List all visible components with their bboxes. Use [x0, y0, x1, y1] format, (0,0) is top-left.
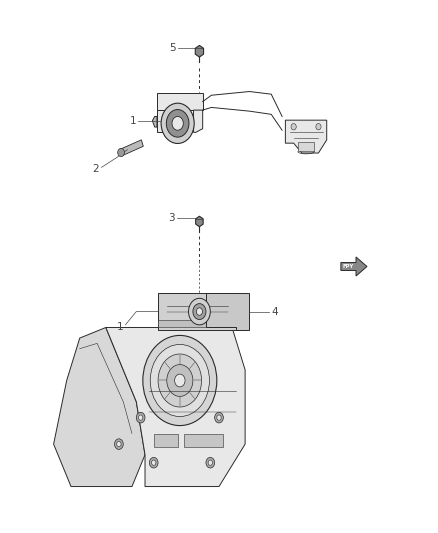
Circle shape	[166, 110, 189, 137]
Polygon shape	[206, 293, 250, 330]
Circle shape	[188, 298, 210, 325]
Circle shape	[193, 304, 206, 319]
Polygon shape	[196, 216, 203, 227]
Circle shape	[143, 335, 217, 425]
Text: 5: 5	[169, 43, 176, 53]
Polygon shape	[341, 257, 367, 276]
Circle shape	[208, 460, 212, 465]
Text: 1: 1	[130, 116, 136, 126]
Circle shape	[167, 365, 193, 397]
Circle shape	[149, 457, 158, 468]
Circle shape	[117, 441, 121, 447]
Polygon shape	[298, 142, 314, 151]
Polygon shape	[286, 120, 327, 153]
Polygon shape	[194, 110, 203, 132]
Polygon shape	[158, 319, 237, 327]
Circle shape	[217, 415, 221, 420]
Bar	[154, 433, 178, 447]
Text: 4: 4	[271, 306, 278, 317]
Circle shape	[196, 308, 202, 316]
Text: 3: 3	[168, 213, 175, 223]
Bar	[184, 433, 223, 447]
Text: 1: 1	[117, 322, 123, 333]
Polygon shape	[195, 45, 204, 57]
Circle shape	[172, 116, 184, 130]
Circle shape	[158, 354, 201, 407]
Circle shape	[136, 413, 145, 423]
Polygon shape	[152, 116, 157, 127]
Circle shape	[150, 344, 209, 417]
Polygon shape	[157, 110, 166, 132]
Circle shape	[138, 415, 143, 420]
Polygon shape	[157, 93, 203, 110]
Circle shape	[316, 124, 321, 130]
Polygon shape	[106, 327, 245, 487]
Polygon shape	[158, 293, 237, 330]
Circle shape	[118, 148, 124, 157]
Text: FPY: FPY	[342, 264, 353, 269]
Circle shape	[175, 374, 185, 387]
Circle shape	[152, 460, 156, 465]
Text: 2: 2	[93, 165, 99, 174]
Polygon shape	[120, 140, 143, 156]
Circle shape	[206, 457, 215, 468]
Circle shape	[161, 103, 194, 143]
Circle shape	[115, 439, 123, 449]
Circle shape	[215, 413, 223, 423]
Circle shape	[291, 124, 296, 130]
Polygon shape	[53, 327, 145, 487]
